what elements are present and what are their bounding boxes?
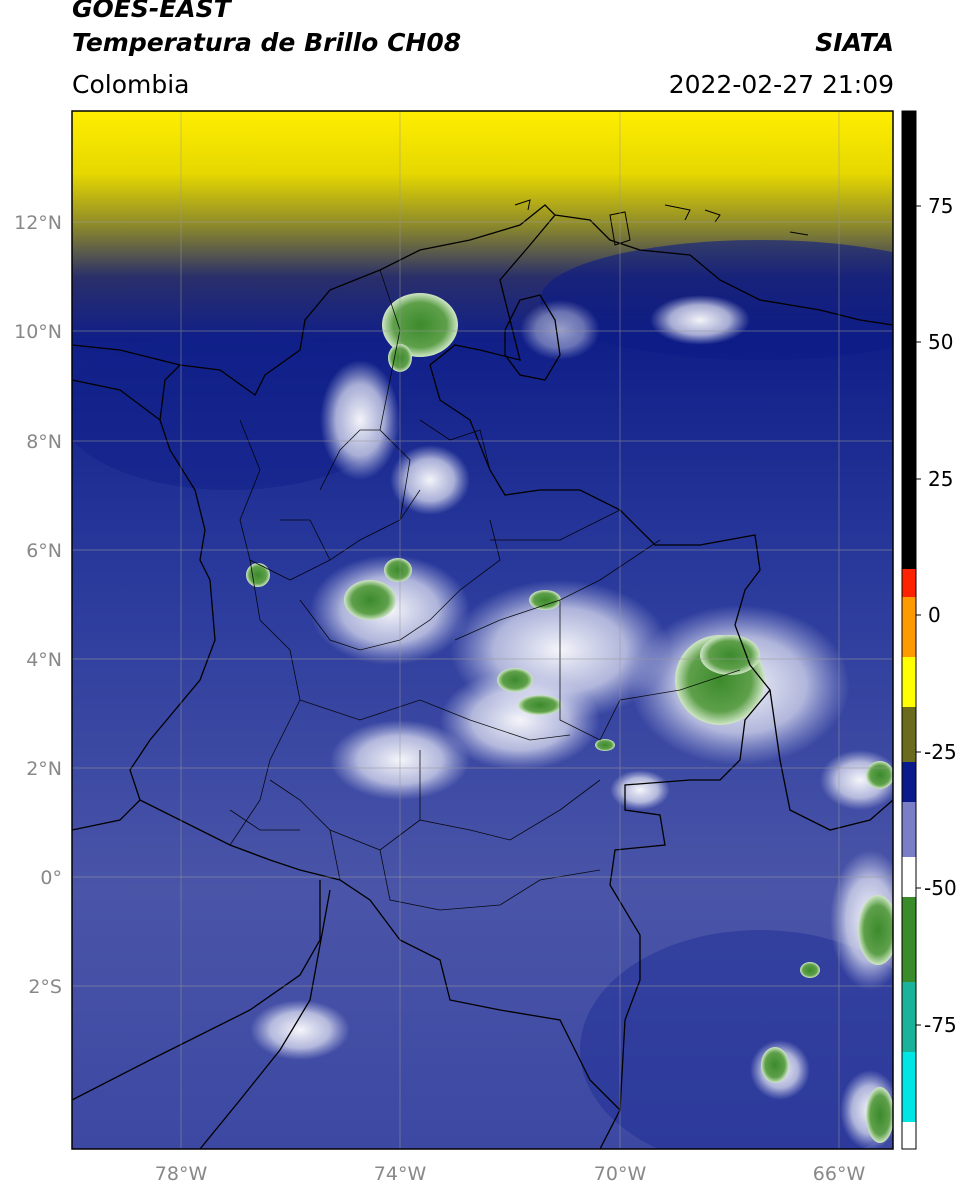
source-label: SIATA xyxy=(815,28,894,57)
colorbar-segment-navy xyxy=(902,762,916,802)
colorbar-tick-label: 75 xyxy=(928,194,953,218)
satellite-image xyxy=(72,111,893,1149)
lon-tick-label: 70°W xyxy=(594,1163,647,1185)
colorbar-tick-label: -75 xyxy=(924,1013,957,1037)
country-borders xyxy=(72,204,893,1149)
region-label: Colombia xyxy=(72,70,190,99)
colorbar-tick-label: 50 xyxy=(928,330,953,354)
lon-tick-label: 66°W xyxy=(813,1163,866,1185)
colorbar-tick-label: 0 xyxy=(928,603,941,627)
colorbar-segment-green xyxy=(902,897,916,982)
colorbar: 75 50 25 0 -25 -50 -75 xyxy=(901,110,957,1150)
colorbar-tick-label: -25 xyxy=(924,740,957,764)
lat-tick-labels: 12°N 10°N 8°N 6°N 4°N 2°N 0° 2°S xyxy=(14,212,62,998)
product-title: Temperatura de Brillo CH08 xyxy=(72,28,462,57)
lon-tick-labels: 78°W 74°W 70°W 66°W xyxy=(155,1163,866,1185)
colorbar-segment-periwinkle xyxy=(902,802,916,857)
colorbar-segment-min xyxy=(902,1122,916,1149)
lat-tick-label: 8°N xyxy=(26,431,62,453)
colorbar-tick-label: -50 xyxy=(924,876,957,900)
colorbar-segment-orange xyxy=(902,597,916,657)
lat-tick-label: 0° xyxy=(40,867,62,889)
lat-tick-label: 2°N xyxy=(26,758,62,780)
lon-tick-label: 78°W xyxy=(155,1163,208,1185)
colorbar-segment-red xyxy=(902,569,916,597)
colorbar-segment-cyan xyxy=(902,1052,916,1122)
satellite-title: GOES-EAST xyxy=(72,0,231,23)
colorbar-tick-label: 25 xyxy=(928,467,953,491)
colorbar-segment-yellow xyxy=(902,657,916,707)
department-borders xyxy=(229,269,741,911)
lat-tick-label: 10°N xyxy=(14,321,62,343)
colorbar-segment-teal xyxy=(902,982,916,1052)
colorbar-segment-black xyxy=(902,111,916,569)
lat-tick-label: 2°S xyxy=(28,976,62,998)
map-frame xyxy=(71,110,894,1150)
colorbar-segment-olive xyxy=(902,707,916,762)
colorbar-segment-white xyxy=(902,857,916,897)
lat-tick-label: 12°N xyxy=(14,212,62,234)
lat-tick-label: 6°N xyxy=(26,540,62,562)
timestamp-label: 2022-02-27 21:09 xyxy=(668,70,894,99)
graticule xyxy=(72,111,893,1149)
lat-tick-label: 4°N xyxy=(26,649,62,671)
lon-tick-label: 74°W xyxy=(374,1163,427,1185)
